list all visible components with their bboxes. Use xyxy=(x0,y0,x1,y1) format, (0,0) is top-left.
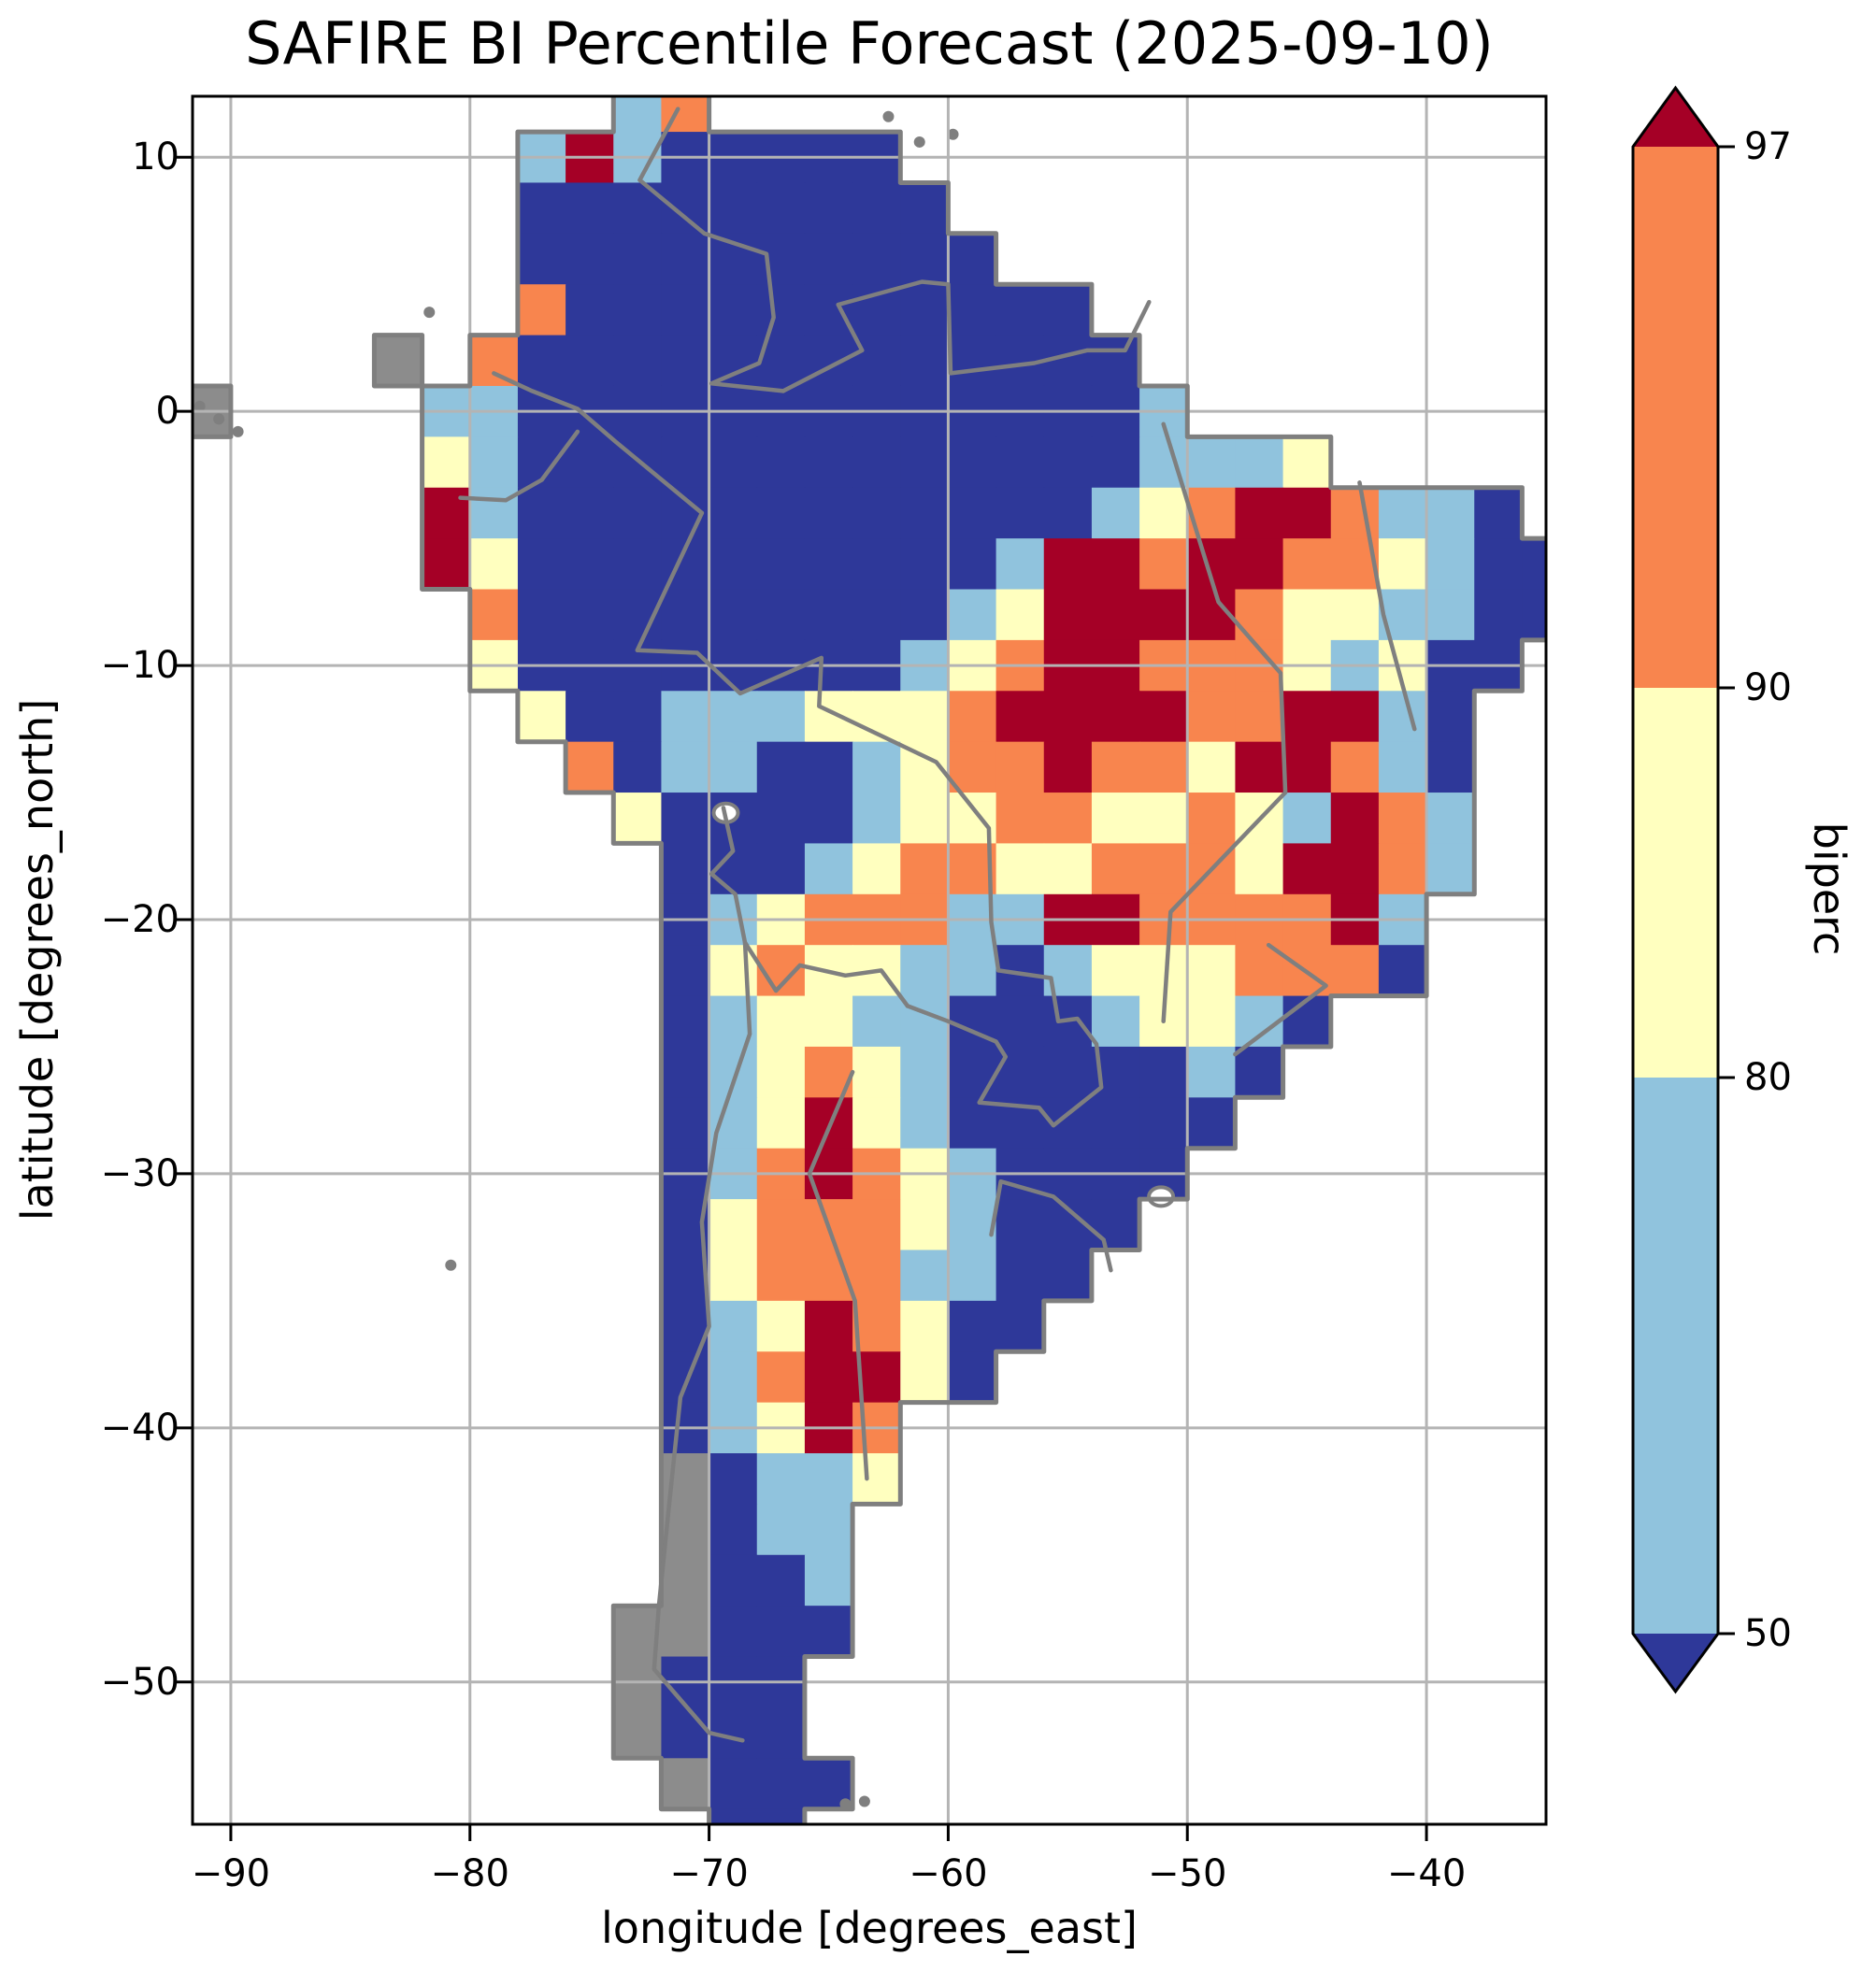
colorbar-tick-label: 80 xyxy=(1744,1056,1792,1099)
coastline-borders xyxy=(193,96,1546,1824)
colorbar-tick-label: 50 xyxy=(1744,1612,1792,1655)
y-axis-label: latitude [degrees_north] xyxy=(12,698,63,1221)
x-tick-label: −70 xyxy=(669,1852,749,1895)
colorbar xyxy=(1631,85,1735,1694)
chart-title: SAFIRE BI Percentile Forecast (2025-09-1… xyxy=(245,9,1494,78)
colorbar-tick-label: 97 xyxy=(1744,125,1792,168)
colorbar-label: biperc xyxy=(1804,821,1855,956)
x-tick-label: −80 xyxy=(430,1852,509,1895)
y-tick-label: −50 xyxy=(100,1660,179,1704)
raster-cells xyxy=(193,96,1546,1824)
y-tick-label: −10 xyxy=(100,644,179,688)
x-tick-label: −50 xyxy=(1148,1852,1227,1895)
y-tick-label: −30 xyxy=(100,1151,179,1195)
colorbar-tick-label: 90 xyxy=(1744,666,1792,709)
y-tick-label: −20 xyxy=(100,897,179,941)
x-tick-label: −60 xyxy=(909,1852,988,1895)
y-tick-label: 10 xyxy=(132,136,179,179)
axes-frame xyxy=(176,94,1548,1841)
y-tick-label: 0 xyxy=(155,390,179,434)
x-tick-label: −90 xyxy=(191,1852,271,1895)
x-axis-label: longitude [degrees_east] xyxy=(601,1903,1138,1953)
y-tick-label: −40 xyxy=(100,1406,179,1450)
x-tick-label: −40 xyxy=(1386,1852,1467,1895)
